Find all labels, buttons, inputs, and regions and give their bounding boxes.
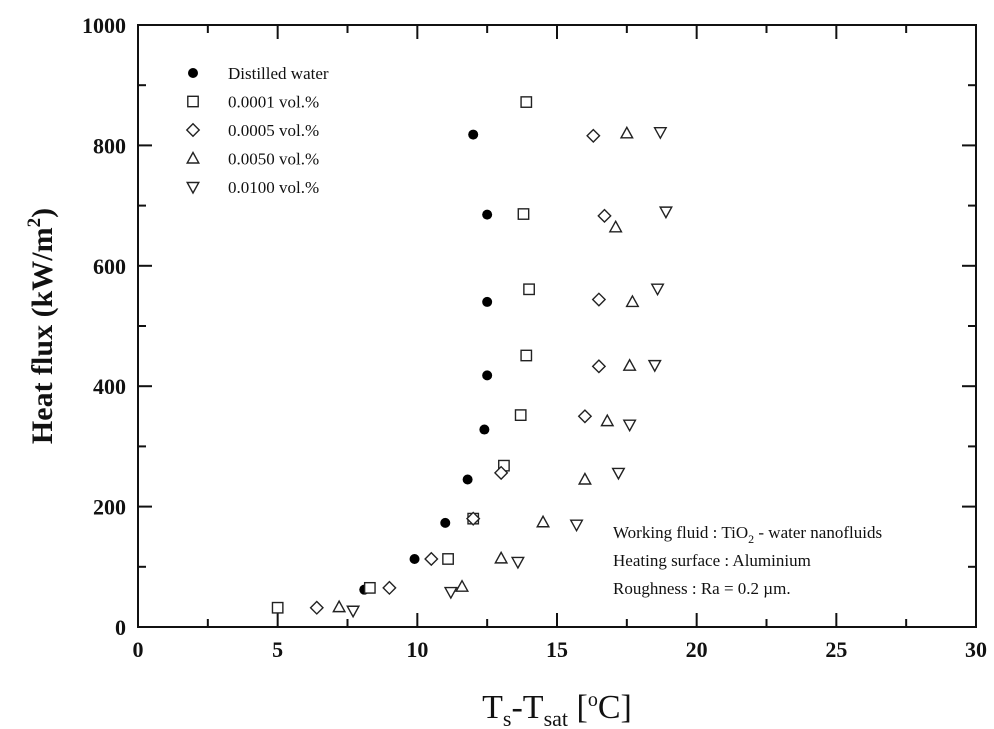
data-point [597,208,612,224]
data-point [577,472,592,485]
data-point [443,586,458,600]
data-point [332,599,347,613]
data-point [517,208,530,220]
x-tick-label: 15 [546,637,568,662]
data-point [363,581,376,594]
data-point [520,349,533,362]
y-tick-label: 200 [93,495,126,520]
data-point [608,219,623,233]
x-tick-label: 0 [133,637,144,662]
data-point [494,550,509,564]
data-point [619,125,634,139]
data-point [600,413,615,427]
data-point [653,126,668,140]
data-point [346,605,361,619]
annotation-line: Heating surface : Aluminium [613,551,811,570]
data-point [409,553,420,564]
x-title-part-4: [ [568,689,588,726]
legend-marker [186,151,200,164]
data-point [569,519,584,533]
legend-marker [186,181,200,195]
data-point [442,553,454,565]
data-point [586,128,601,143]
data-point [482,209,493,220]
data-point [520,96,533,108]
y-tick-label: 600 [93,254,126,279]
data-point [466,511,481,526]
legend-label: 0.0050 vol.% [228,150,319,169]
x-title-part-0: T [482,689,503,726]
x-tick-label: 25 [825,637,847,662]
x-tick-label: 30 [965,637,987,662]
data-point [591,292,607,307]
x-title-part-6: C] [598,689,632,726]
legend-marker [187,95,199,108]
x-title-part-1: s [503,706,512,729]
legend: Distilled water 0.0001 vol.% 0.0005 vol.% 0… [185,64,329,197]
y-title-part-2: ) [26,208,59,218]
data-markers [271,96,673,619]
y-tick-label: 800 [93,133,126,158]
legend-label: 0.0005 vol.% [228,121,319,140]
data-point [382,580,397,596]
y-tick-label: 1000 [82,13,126,38]
annotation-part: Heating surface : Aluminium [613,551,811,570]
data-point [650,283,665,297]
y-title-part-0: Heat flux (kW/m [26,227,59,444]
data-point [591,359,607,374]
data-point [462,474,473,485]
annotation-line: Working fluid : TiO2 - water nanofluids [613,523,882,546]
x-title-part-3: sat [544,706,568,729]
annotation-part: Roughness : Ra = 0.2 µm. [613,579,791,598]
data-point [625,294,640,308]
data-point [440,517,451,528]
x-tick-label: 5 [272,637,283,662]
x-title-part-5: o [588,689,598,711]
data-point [468,129,479,140]
data-point [424,551,439,567]
data-point [622,358,637,371]
y-title-part-1: 2 [24,218,45,228]
data-point [455,579,470,592]
data-point [482,370,493,381]
legend-label: Distilled water [228,64,329,83]
x-tick-label: 20 [686,637,708,662]
data-point [482,296,493,307]
legend-label: 0.0100 vol.% [228,178,319,197]
y-tick-label: 0 [115,615,126,640]
data-point [523,283,535,296]
annotation-box: Working fluid : TiO2 - water nanofluids H… [613,523,882,598]
axis-tick-labels: 0 5 10 15 20 25 30 0 200 400 600 800 1000 [82,13,987,662]
data-point [493,465,509,481]
data-point [647,359,662,373]
data-point [611,467,626,481]
y-tick-label: 400 [93,374,126,399]
data-point [514,409,527,421]
data-point [658,206,673,220]
data-point [622,419,637,433]
data-point [536,514,551,528]
x-tick-label: 10 [406,637,428,662]
x-title-part-2: -T [511,689,543,726]
x-axis-title: Ts-Tsat [oC] [482,689,632,729]
legend-marker [188,68,198,78]
data-point [577,409,593,424]
y-axis-title: Heat flux (kW/m2) [24,208,59,444]
annotation-part: 2 [748,532,754,546]
annotation-line: Roughness : Ra = 0.2 µm. [613,579,791,598]
data-point [309,600,324,615]
axis-ticks [137,24,977,628]
data-point [271,601,284,614]
data-point [479,424,490,435]
data-point [510,556,525,570]
annotation-part: Working fluid : TiO [613,523,748,542]
legend-label: 0.0001 vol.% [228,93,319,112]
annotation-part: - water nanofluids [754,523,882,542]
legend-marker [185,122,201,138]
